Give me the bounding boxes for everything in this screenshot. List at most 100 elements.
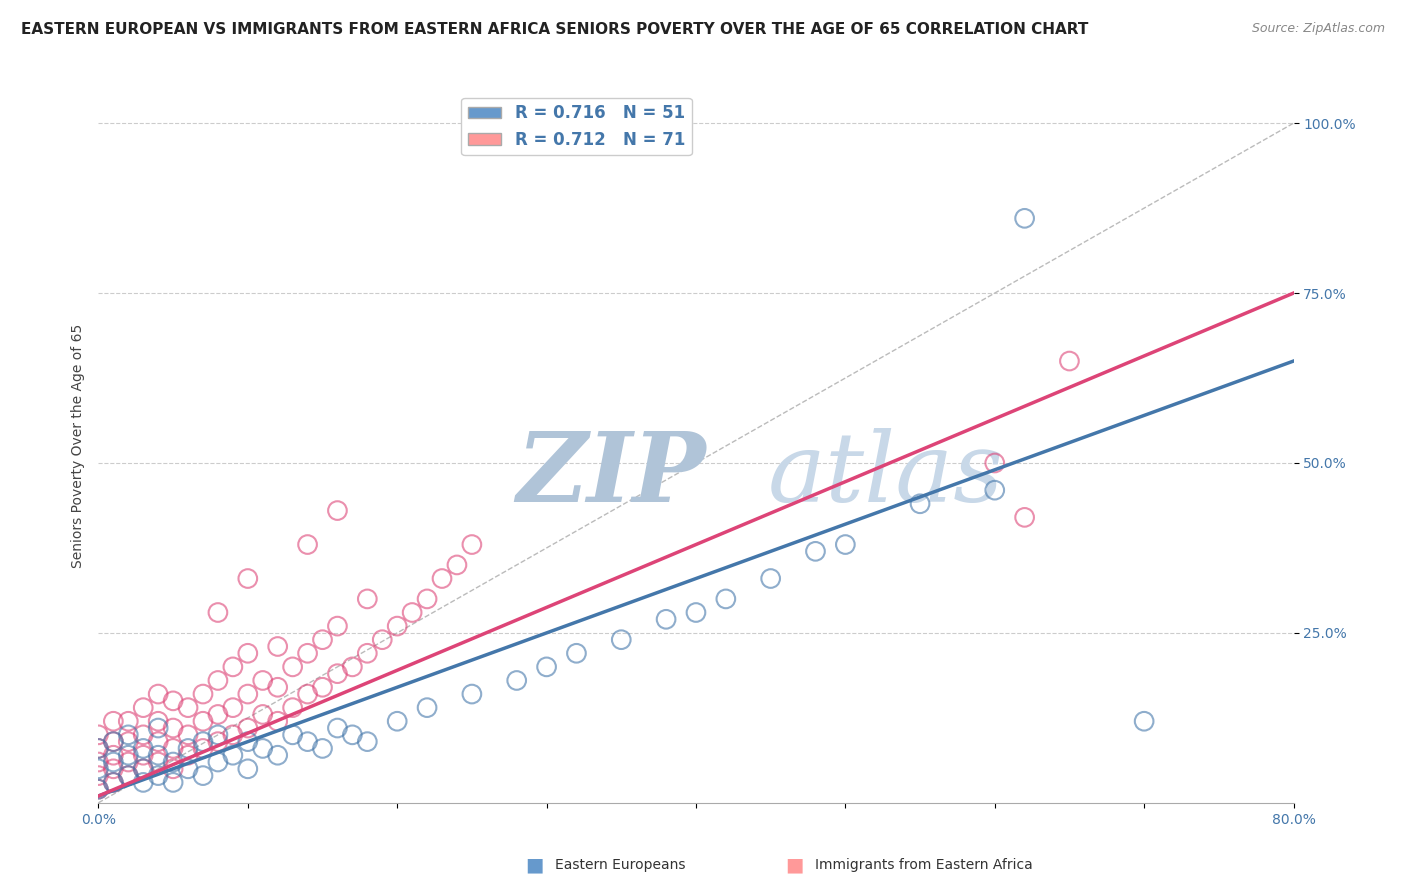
Point (1014, 211, 1036, 226)
Point (148, 734, 170, 748)
Point (236, 734, 259, 748)
Point (252, 741, 274, 756)
Point (148, 721, 170, 735)
Point (222, 700, 245, 714)
Text: ■: ■ (524, 855, 544, 875)
Point (236, 687, 259, 701)
Point (87, 782, 110, 797)
Point (177, 741, 200, 756)
Point (565, 646, 588, 660)
Point (222, 728, 245, 742)
Point (311, 680, 333, 694)
Point (103, 748, 125, 763)
Point (191, 714, 214, 729)
Point (103, 775, 125, 789)
Text: Immigrants from Eastern Africa: Immigrants from Eastern Africa (815, 858, 1033, 872)
Point (834, 537, 856, 551)
Point (148, 687, 170, 701)
Point (103, 734, 125, 748)
Point (117, 728, 139, 742)
Point (117, 769, 139, 783)
Point (401, 606, 423, 620)
Point (117, 748, 139, 763)
Point (342, 728, 364, 742)
Point (87, 769, 110, 783)
Point (222, 660, 245, 674)
Point (132, 700, 155, 714)
Point (326, 721, 349, 735)
Point (342, 660, 364, 674)
Point (132, 762, 155, 776)
Point (222, 748, 245, 763)
Point (117, 734, 139, 748)
Point (236, 721, 259, 735)
Point (87, 741, 110, 756)
Point (177, 728, 200, 742)
Point (610, 632, 633, 647)
Point (1059, 354, 1081, 368)
Point (416, 591, 439, 606)
Point (103, 762, 125, 776)
Point (132, 775, 155, 789)
Point (87, 782, 110, 797)
Point (87, 762, 110, 776)
Point (267, 714, 290, 729)
Point (252, 707, 274, 722)
Point (371, 632, 394, 647)
Point (356, 734, 378, 748)
Point (908, 497, 931, 511)
Point (103, 755, 125, 769)
Point (236, 646, 259, 660)
Point (326, 666, 349, 681)
Point (356, 646, 378, 660)
Point (117, 755, 139, 769)
Point (132, 748, 155, 763)
Point (87, 755, 110, 769)
Point (117, 714, 139, 729)
Point (356, 591, 378, 606)
Point (984, 483, 1007, 498)
Point (326, 619, 349, 633)
Point (297, 734, 319, 748)
Point (430, 572, 453, 586)
Point (132, 762, 155, 776)
Point (1133, 714, 1156, 729)
Point (132, 741, 155, 756)
Point (461, 687, 484, 701)
Text: ZIP: ZIP (517, 427, 706, 522)
Point (446, 558, 468, 572)
Point (191, 769, 214, 783)
Point (984, 456, 1007, 470)
Y-axis label: Seniors Poverty Over the Age of 65: Seniors Poverty Over the Age of 65 (70, 324, 84, 568)
Point (177, 762, 200, 776)
Point (207, 728, 229, 742)
Point (207, 755, 229, 769)
Point (385, 714, 409, 729)
Point (87, 741, 110, 756)
Point (177, 748, 200, 763)
Point (281, 728, 304, 742)
Point (759, 572, 782, 586)
Point (207, 606, 229, 620)
Point (207, 734, 229, 748)
Point (297, 646, 319, 660)
Point (191, 741, 214, 756)
Point (281, 660, 304, 674)
Point (177, 700, 200, 714)
Point (103, 714, 125, 729)
Point (103, 775, 125, 789)
Point (1014, 510, 1036, 524)
Point (311, 741, 333, 756)
Point (267, 640, 290, 654)
Point (148, 748, 170, 763)
Point (714, 591, 737, 606)
Point (132, 728, 155, 742)
Point (117, 769, 139, 783)
Point (252, 673, 274, 688)
Point (207, 673, 229, 688)
Point (103, 734, 125, 748)
Point (236, 572, 259, 586)
Point (297, 537, 319, 551)
Point (506, 673, 529, 688)
Point (416, 700, 439, 714)
